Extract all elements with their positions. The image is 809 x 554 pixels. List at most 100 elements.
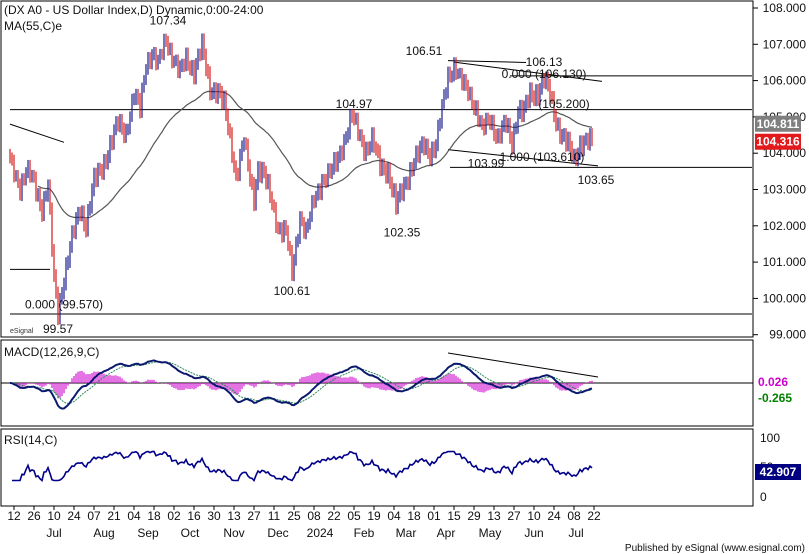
x-tick-label: 11 xyxy=(268,509,281,523)
x-tick-label: 04 xyxy=(387,509,401,523)
price-annotation: 103.65 xyxy=(578,173,615,187)
x-tick-label: 01 xyxy=(427,509,441,523)
price-annotation: (105.200) xyxy=(538,97,589,111)
price-annotation: 100.61 xyxy=(274,284,311,298)
x-tick-label: 19 xyxy=(367,509,381,523)
x-month-label: Jul xyxy=(568,526,583,540)
x-tick-label: 05 xyxy=(347,509,361,523)
x-tick-label: 29 xyxy=(467,509,481,523)
trend-line xyxy=(453,61,603,82)
price-annotation: 0.000 (106.130) xyxy=(502,67,587,81)
x-tick-label: 21 xyxy=(107,509,121,523)
x-month-label: Mar xyxy=(396,526,417,540)
trend-lines xyxy=(9,60,603,270)
price-annotation: 106.51 xyxy=(406,44,443,58)
y-axis: 108.000107.000106.000105.000104.000103.0… xyxy=(753,1,806,342)
x-month-label: Oct xyxy=(181,526,200,540)
price-badge-label: 104.811 xyxy=(757,117,800,131)
annotations: 107.34 106.51 106.130.000 (106.130) (105.20… xyxy=(25,13,615,336)
macd-label: MACD(12,26,9,C) xyxy=(4,345,99,359)
x-tick-label: 25 xyxy=(287,509,301,523)
price-badges: 104.811 104.316 xyxy=(755,115,801,150)
x-tick-label: 24 xyxy=(67,509,81,523)
x-month-label: Aug xyxy=(93,526,114,540)
x-tick-label: 08 xyxy=(567,509,581,523)
price-badge-label: 104.316 xyxy=(756,135,800,149)
macd-badge-label: -0.265 xyxy=(758,391,792,405)
x-tick-label: 22 xyxy=(327,509,341,523)
rsi-label: RSI(14,C) xyxy=(4,433,57,447)
level-lines xyxy=(10,75,752,315)
price-annotation: 104.97 xyxy=(336,97,373,111)
x-month-label: Dec xyxy=(267,526,288,540)
x-tick-label: 26 xyxy=(27,509,41,523)
x-tick-label: 10 xyxy=(527,509,541,523)
x-tick-label: 02 xyxy=(167,509,181,523)
rsi-badge-label: 42.907 xyxy=(760,465,797,479)
macd-line xyxy=(9,359,593,410)
y-tick-label: 102.000 xyxy=(763,219,807,233)
ma-label: MA(55,C)e xyxy=(4,19,62,33)
price-badge-bg xyxy=(755,115,801,132)
rsi-line xyxy=(12,450,593,482)
x-month-label: Jul xyxy=(46,526,61,540)
rsi-tick-label: 100 xyxy=(760,431,780,445)
price-annotation: 1.000 (103.610) xyxy=(500,150,585,164)
rsi-tick-label: 0 xyxy=(760,490,767,504)
chart-title: (DX A0 - US Dollar Index,D) Dynamic,0:00… xyxy=(4,3,264,17)
price-annotation: 0.000 (99.570) xyxy=(25,298,103,312)
price-annotation: 106.13 xyxy=(526,55,563,69)
x-month-label: Jun xyxy=(524,526,543,540)
watermark: eSignal xyxy=(10,328,34,335)
y-tick-label: 99.000 xyxy=(769,328,806,342)
x-tick-label: 07 xyxy=(87,509,101,523)
macd-trend-line xyxy=(447,352,599,378)
x-month-label: 2024 xyxy=(307,526,334,540)
x-tick-label: 30 xyxy=(207,509,221,523)
rsi-badge-bg xyxy=(755,464,801,480)
x-tick-label: 15 xyxy=(447,509,461,523)
x-tick-label: 13 xyxy=(487,509,501,523)
trend-line xyxy=(9,123,65,143)
x-tick-label: 16 xyxy=(187,509,201,523)
price-bars xyxy=(9,33,593,326)
x-tick-label: 24 xyxy=(547,509,561,523)
trend-line xyxy=(447,60,527,63)
y-tick-label: 108.000 xyxy=(763,1,807,15)
price-annotation: 107.34 xyxy=(150,13,187,27)
x-month-label: Sep xyxy=(137,526,159,540)
y-tick-label: 101.000 xyxy=(763,255,807,269)
x-month-label: May xyxy=(479,526,502,540)
macd-signal-line xyxy=(10,361,593,404)
x-month-label: Apr xyxy=(437,526,456,540)
x-tick-label: 12 xyxy=(7,509,21,523)
price-panel-frame xyxy=(0,0,754,338)
macd-badge-bg xyxy=(755,374,801,390)
x-tick-label: 04 xyxy=(127,509,141,523)
x-tick-label: 27 xyxy=(507,509,521,523)
footer-credit: Published by eSignal (www.esignal.com) xyxy=(625,543,805,554)
x-tick-label: 08 xyxy=(307,509,321,523)
y-tick-label: 100.000 xyxy=(763,291,807,305)
x-tick-label: 18 xyxy=(147,509,161,523)
ma-55-line xyxy=(37,90,593,219)
moving-average xyxy=(37,90,593,219)
y-tick-label: 106.000 xyxy=(763,74,807,88)
rsi-panel-frame xyxy=(0,428,754,507)
macd-indicator: 0.026 -0.265 xyxy=(1,352,801,410)
x-tick-label: 10 xyxy=(47,509,61,523)
rsi-indicator: 10050042.907 xyxy=(12,431,801,504)
x-tick-label: 13 xyxy=(227,509,241,523)
macd-badge-label: 0.026 xyxy=(758,375,788,389)
trend-line xyxy=(447,149,599,167)
x-month-label: Nov xyxy=(223,526,244,540)
y-tick-label: 107.000 xyxy=(763,37,807,51)
x-month-label: Feb xyxy=(354,526,375,540)
x-tick-label: 27 xyxy=(247,509,261,523)
x-axis: 12 26 10 24 07 21 04 18 02 16 30 13 27 11 25 08 22 05 19 04… xyxy=(7,506,601,540)
price-badge-bg xyxy=(755,133,801,150)
x-tick-label: 18 xyxy=(407,509,421,523)
x-tick-label: 22 xyxy=(587,509,601,523)
price-annotation: 103.99 xyxy=(468,157,505,171)
